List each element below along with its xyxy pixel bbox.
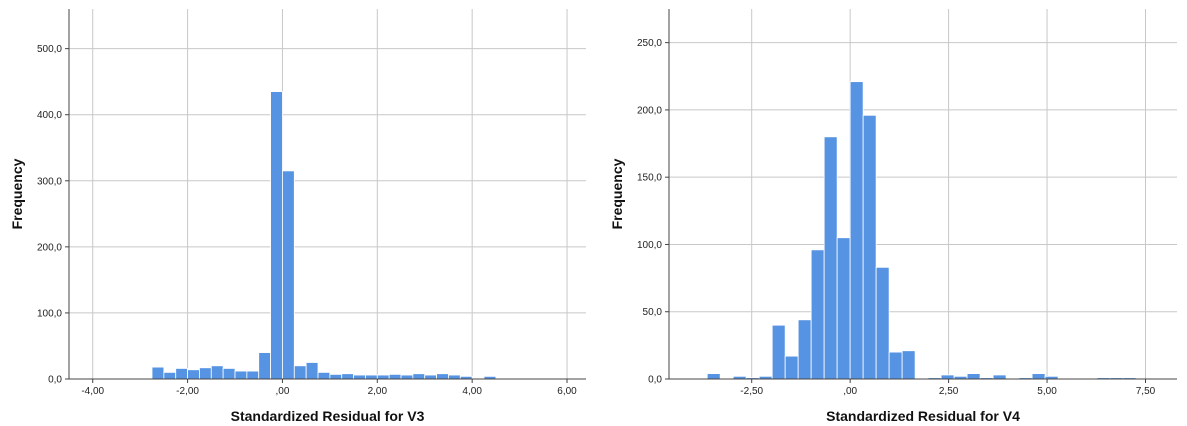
x-tick-label: 2,50 <box>939 386 959 397</box>
histogram-bar <box>210 365 224 380</box>
x-tick-label: 4,00 <box>462 386 482 397</box>
y-tick-label: 200,0 <box>637 105 662 116</box>
histogram-bar <box>836 237 851 380</box>
x-tick-label: ,00 <box>275 386 289 397</box>
x-tick-label: -4,00 <box>81 386 104 397</box>
histogram-bar <box>424 374 437 380</box>
histogram-bar <box>341 373 354 380</box>
y-tick-label: 250,0 <box>637 38 662 49</box>
y-tick-label: 100,0 <box>637 240 662 251</box>
y-tick-label: 200,0 <box>37 242 62 253</box>
histogram-bar <box>797 319 812 380</box>
histogram-v3: 0,0 100,0 200,0 300,0 400,0 500,0 -4,00 -2,00 ,0… <box>9 9 586 424</box>
histogram-bar <box>849 81 864 380</box>
y-tick-label: 150,0 <box>637 173 662 184</box>
x-axis-title: Standardized Residual for V4 <box>826 408 1020 424</box>
x-axis-title: Standardized Residual for V3 <box>231 408 425 424</box>
x-tick-label: 2,00 <box>368 386 388 397</box>
histogram-bar <box>234 370 248 380</box>
histogram-bar <box>810 249 825 380</box>
x-tick-label: 7,50 <box>1136 386 1156 397</box>
histogram-bar <box>436 373 449 380</box>
histogram-bar <box>706 373 721 380</box>
histogram-bar <box>901 350 916 380</box>
histogram-bar <box>365 374 378 380</box>
histogram-bar <box>992 374 1007 380</box>
histogram-bar <box>270 91 283 380</box>
histogram-bar <box>875 266 890 380</box>
x-tick-label: -2,00 <box>176 386 199 397</box>
histogram-bar <box>187 369 200 380</box>
histogram-bar <box>163 371 177 380</box>
histogram-bar <box>317 371 331 380</box>
histogram-bar <box>400 374 414 380</box>
y-tick-label: 100,0 <box>37 308 62 319</box>
histogram-bar <box>353 374 366 380</box>
y-axis-title: Frequency <box>9 158 25 229</box>
histogram-v4: 0,0 50,0 100,0 150,0 200,0 250,0 -2,50 ,00 2,50 5… <box>609 9 1177 424</box>
histogram-bar <box>784 355 799 380</box>
y-tick-label: 0,0 <box>48 375 62 386</box>
histogram-v4-panel: 0,0 50,0 100,0 150,0 200,0 250,0 -2,50 ,00 2,50 5… <box>594 0 1187 426</box>
y-tick-label: 300,0 <box>37 176 62 187</box>
y-tick-label: 400,0 <box>37 110 62 121</box>
histogram-bar <box>258 352 271 380</box>
y-tick-label: 0,0 <box>648 375 662 386</box>
histogram-bar <box>246 370 260 380</box>
histogram-bar <box>305 362 319 380</box>
histogram-bar <box>151 366 165 380</box>
histogram-bar <box>175 368 188 380</box>
histogram-bar <box>823 136 838 380</box>
histogram-v3-panel: 0,0 100,0 200,0 300,0 400,0 500,0 -4,00 -2,00 ,0… <box>9 9 586 424</box>
y-tick-label: 500,0 <box>37 44 62 55</box>
histogram-bar <box>888 351 903 380</box>
histogram-bar <box>940 374 955 380</box>
y-axis-title: Frequency <box>609 158 625 229</box>
histogram-bar <box>329 373 343 380</box>
histogram-bar <box>222 368 236 380</box>
histogram-bar <box>376 374 390 380</box>
histogram-bar <box>448 374 461 380</box>
histogram-bar <box>771 324 786 380</box>
histogram-bar <box>862 114 877 380</box>
histogram-bar <box>293 365 307 380</box>
histogram-bar <box>282 170 295 380</box>
histogram-bar <box>966 373 981 380</box>
histogram-bar <box>412 373 426 380</box>
histogram-bar <box>199 367 212 380</box>
x-tick-label: ,00 <box>843 386 857 397</box>
x-tick-label: -2,50 <box>740 386 763 397</box>
x-tick-label: 6,00 <box>557 386 577 397</box>
histogram-bar <box>388 373 402 380</box>
histogram-bar <box>1031 373 1046 380</box>
y-tick-label: 50,0 <box>643 307 663 318</box>
x-tick-label: 5,00 <box>1037 386 1057 397</box>
